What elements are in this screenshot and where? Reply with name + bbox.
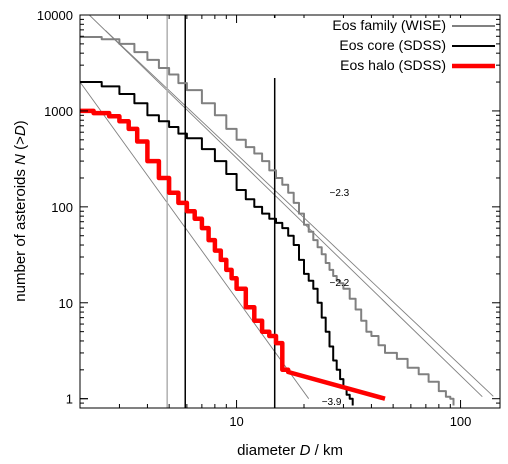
reference-line-3 <box>80 81 310 399</box>
legend-label-eos-family-wise: Eos family (WISE) <box>332 17 446 33</box>
reference-line-1 <box>88 15 483 398</box>
y-axis-label: number of asteroids N (>D) <box>12 120 29 301</box>
series-line-eos-core-sdss <box>80 81 354 406</box>
axis-tick-labels: 10 100 1 10 100 1000 10000 <box>37 8 472 429</box>
slope-label-1: −2.3 <box>330 188 350 199</box>
axis-ticks <box>79 14 500 409</box>
series-line-eos-family-wise <box>80 36 455 406</box>
x-axis-label: diameter D / km <box>237 442 343 459</box>
x-tick-label: 100 <box>450 414 472 429</box>
legend-label-eos-core-sdss: Eos core (SDSS) <box>339 37 446 53</box>
x-tick-label: 10 <box>229 414 243 429</box>
legend: Eos family (WISE) Eos core (SDSS) Eos ha… <box>258 17 496 78</box>
y-tick-label: 10 <box>59 296 73 311</box>
y-tick-label: 1000 <box>44 104 73 119</box>
plot-area <box>80 15 494 408</box>
slope-label-3: −3.9 <box>322 397 342 408</box>
y-tick-label: 100 <box>51 200 73 215</box>
legend-label-eos-halo-sdss: Eos halo (SDSS) <box>340 57 446 73</box>
slope-annotations: −2.3 −2.2 −3.9 <box>322 188 350 408</box>
series-line-eos-halo-sdss <box>80 108 386 401</box>
data-series <box>80 36 455 406</box>
y-tick-label: 1 <box>66 392 73 407</box>
y-tick-label: 10000 <box>37 8 73 23</box>
slope-label-2: −2.2 <box>330 278 350 289</box>
